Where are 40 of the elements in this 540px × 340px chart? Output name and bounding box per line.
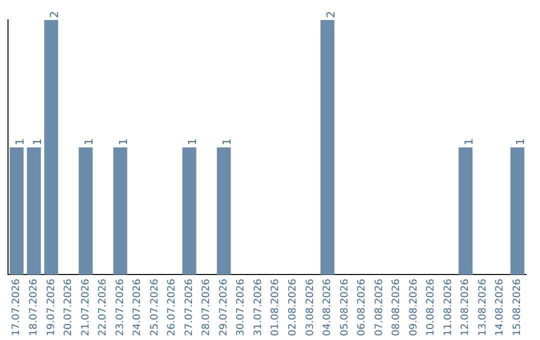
- data-label: 2: [48, 11, 62, 18]
- x-tick-label: 31.07.2026: [252, 278, 264, 336]
- x-tick-label: 24.07.2026: [132, 278, 144, 336]
- data-label: 1: [30, 138, 44, 146]
- data-label: 1: [13, 138, 26, 146]
- x-tick-label: 15.08.2026: [512, 278, 523, 336]
- data-label: 1: [186, 138, 200, 146]
- x-tick-label: 27.07.2026: [184, 278, 195, 336]
- x-tick-label: 29.07.2026: [218, 278, 230, 336]
- data-label: 1: [117, 138, 130, 146]
- x-tick-label: 06.08.2026: [356, 278, 368, 336]
- x-tick-label: 25.07.2026: [149, 278, 160, 336]
- x-tick-label: 11.08.2026: [442, 278, 454, 336]
- x-tick-label: 20.07.2026: [63, 278, 74, 336]
- x-tick-label: 26.07.2026: [166, 278, 178, 336]
- x-tick-label: 09.08.2026: [408, 278, 420, 336]
- data-label: 1: [220, 138, 234, 146]
- x-tick-label: 30.07.2026: [236, 278, 247, 336]
- data-label: 1: [82, 138, 96, 146]
- x-tick-label: 21.07.2026: [80, 278, 92, 336]
- x-tick-label: 08.08.2026: [391, 278, 402, 336]
- x-tick-label: 01.08.2026: [270, 278, 282, 336]
- x-tick-label: 02.08.2026: [287, 278, 298, 336]
- x-tick-label: 23.07.2026: [114, 278, 126, 336]
- x-tick-label: 14.08.2026: [494, 278, 506, 336]
- x-tick-label: 03.08.2026: [304, 278, 316, 336]
- x-tick-label: 04.08.2026: [322, 278, 334, 336]
- x-tick-label: 22.07.2026: [98, 278, 109, 336]
- x-tick-label: 07.08.2026: [374, 278, 385, 336]
- x-tick-label: 18.07.2026: [28, 278, 40, 336]
- x-tick-label: 12.08.2026: [460, 278, 472, 336]
- x-tick-label: 13.08.2026: [477, 278, 488, 336]
- data-label: 2: [324, 11, 338, 18]
- x-tick-label: 05.08.2026: [339, 278, 350, 336]
- x-tick-label: 19.07.2026: [46, 278, 57, 336]
- x-tick-label: 10.08.2026: [426, 278, 437, 336]
- data-label: 1: [462, 138, 476, 146]
- x-tick-label: 28.07.2026: [201, 278, 212, 336]
- x-tick-label: 17.07.2026: [11, 278, 22, 336]
- data-label: 1: [514, 138, 528, 146]
